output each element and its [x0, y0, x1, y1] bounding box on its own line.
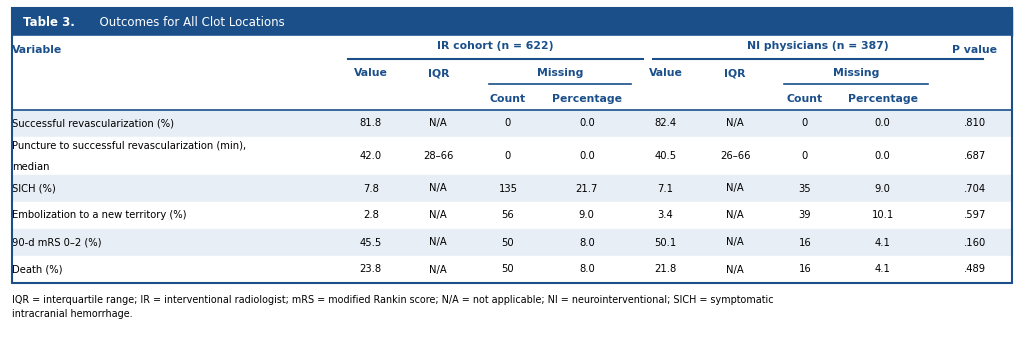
- Text: N/A: N/A: [429, 237, 447, 248]
- Text: Outcomes for All Clot Locations: Outcomes for All Clot Locations: [92, 16, 285, 29]
- Text: NI physicians (n = 387): NI physicians (n = 387): [748, 41, 889, 52]
- Text: 40.5: 40.5: [654, 151, 677, 161]
- Text: 0.0: 0.0: [579, 118, 595, 129]
- Text: N/A: N/A: [429, 265, 447, 274]
- Text: 0.0: 0.0: [579, 151, 595, 161]
- Text: 2.8: 2.8: [362, 211, 379, 220]
- Text: 50.1: 50.1: [654, 237, 677, 248]
- Text: 0.0: 0.0: [874, 118, 891, 129]
- Bar: [12, 110, 1012, 137]
- Text: Count: Count: [786, 94, 823, 104]
- Text: 0: 0: [505, 151, 511, 161]
- Text: N/A: N/A: [429, 184, 447, 193]
- Text: 4.1: 4.1: [874, 265, 891, 274]
- Text: Puncture to successful revascularization (min),: Puncture to successful revascularization…: [12, 140, 247, 150]
- Text: 7.1: 7.1: [657, 184, 674, 193]
- Text: 8.0: 8.0: [579, 265, 595, 274]
- Bar: [12, 88, 1012, 110]
- Text: 4.1: 4.1: [874, 237, 891, 248]
- Text: 21.8: 21.8: [654, 265, 677, 274]
- Text: 16: 16: [799, 265, 811, 274]
- Text: P value: P value: [952, 45, 997, 55]
- Text: N/A: N/A: [726, 265, 744, 274]
- Text: 26–66: 26–66: [720, 151, 751, 161]
- Text: median: median: [12, 162, 50, 172]
- Text: IQR: IQR: [725, 68, 745, 78]
- Text: N/A: N/A: [429, 211, 447, 220]
- Text: Successful revascularization (%): Successful revascularization (%): [12, 118, 174, 129]
- Bar: [12, 137, 1012, 175]
- Text: .704: .704: [964, 184, 986, 193]
- Text: N/A: N/A: [726, 118, 744, 129]
- Text: Value: Value: [648, 68, 683, 78]
- Text: 0: 0: [802, 151, 808, 161]
- Text: Missing: Missing: [833, 68, 880, 78]
- Text: 28–66: 28–66: [423, 151, 454, 161]
- Text: 0.0: 0.0: [874, 151, 891, 161]
- Text: 3.4: 3.4: [657, 211, 674, 220]
- Text: Variable: Variable: [12, 45, 62, 55]
- Text: 9.0: 9.0: [874, 184, 891, 193]
- Text: N/A: N/A: [429, 118, 447, 129]
- Text: Count: Count: [489, 94, 526, 104]
- Text: 9.0: 9.0: [579, 211, 595, 220]
- Text: 82.4: 82.4: [654, 118, 677, 129]
- Text: .687: .687: [964, 151, 986, 161]
- Bar: [12, 202, 1012, 229]
- Text: Death (%): Death (%): [12, 265, 62, 274]
- Text: Missing: Missing: [537, 68, 584, 78]
- Bar: [12, 36, 1012, 64]
- Text: 0: 0: [802, 118, 808, 129]
- Text: N/A: N/A: [726, 237, 744, 248]
- Bar: [12, 64, 1012, 88]
- Text: IR cohort (n = 622): IR cohort (n = 622): [437, 41, 554, 52]
- Text: Percentage: Percentage: [848, 94, 918, 104]
- Text: .489: .489: [964, 265, 986, 274]
- Text: 21.7: 21.7: [575, 184, 598, 193]
- Bar: [12, 175, 1012, 202]
- Bar: [12, 229, 1012, 256]
- Text: 56: 56: [502, 211, 514, 220]
- Text: .810: .810: [964, 118, 986, 129]
- Text: 45.5: 45.5: [359, 237, 382, 248]
- Text: N/A: N/A: [726, 184, 744, 193]
- Text: Value: Value: [353, 68, 388, 78]
- Text: 90-d mRS 0–2 (%): 90-d mRS 0–2 (%): [12, 237, 101, 248]
- Text: 23.8: 23.8: [359, 265, 382, 274]
- Text: 135: 135: [499, 184, 517, 193]
- Bar: [12, 8, 1012, 283]
- Text: IQR: IQR: [428, 68, 449, 78]
- Text: Embolization to a new territory (%): Embolization to a new territory (%): [12, 211, 186, 220]
- Text: 8.0: 8.0: [579, 237, 595, 248]
- Text: 0: 0: [505, 118, 511, 129]
- Text: .597: .597: [964, 211, 986, 220]
- Text: Table 3.: Table 3.: [23, 16, 75, 29]
- Text: Percentage: Percentage: [552, 94, 622, 104]
- Text: .160: .160: [964, 237, 986, 248]
- Text: 42.0: 42.0: [359, 151, 382, 161]
- Bar: [12, 8, 1012, 36]
- Text: 50: 50: [502, 265, 514, 274]
- Text: 16: 16: [799, 237, 811, 248]
- Text: 7.8: 7.8: [362, 184, 379, 193]
- Text: N/A: N/A: [726, 211, 744, 220]
- Text: 50: 50: [502, 237, 514, 248]
- Text: SICH (%): SICH (%): [12, 184, 56, 193]
- Text: 10.1: 10.1: [871, 211, 894, 220]
- Text: 39: 39: [799, 211, 811, 220]
- Text: 35: 35: [799, 184, 811, 193]
- Text: 81.8: 81.8: [359, 118, 382, 129]
- Text: IQR = interquartile range; IR = interventional radiologist; mRS = modified Ranki: IQR = interquartile range; IR = interven…: [12, 295, 774, 319]
- Bar: [12, 256, 1012, 283]
